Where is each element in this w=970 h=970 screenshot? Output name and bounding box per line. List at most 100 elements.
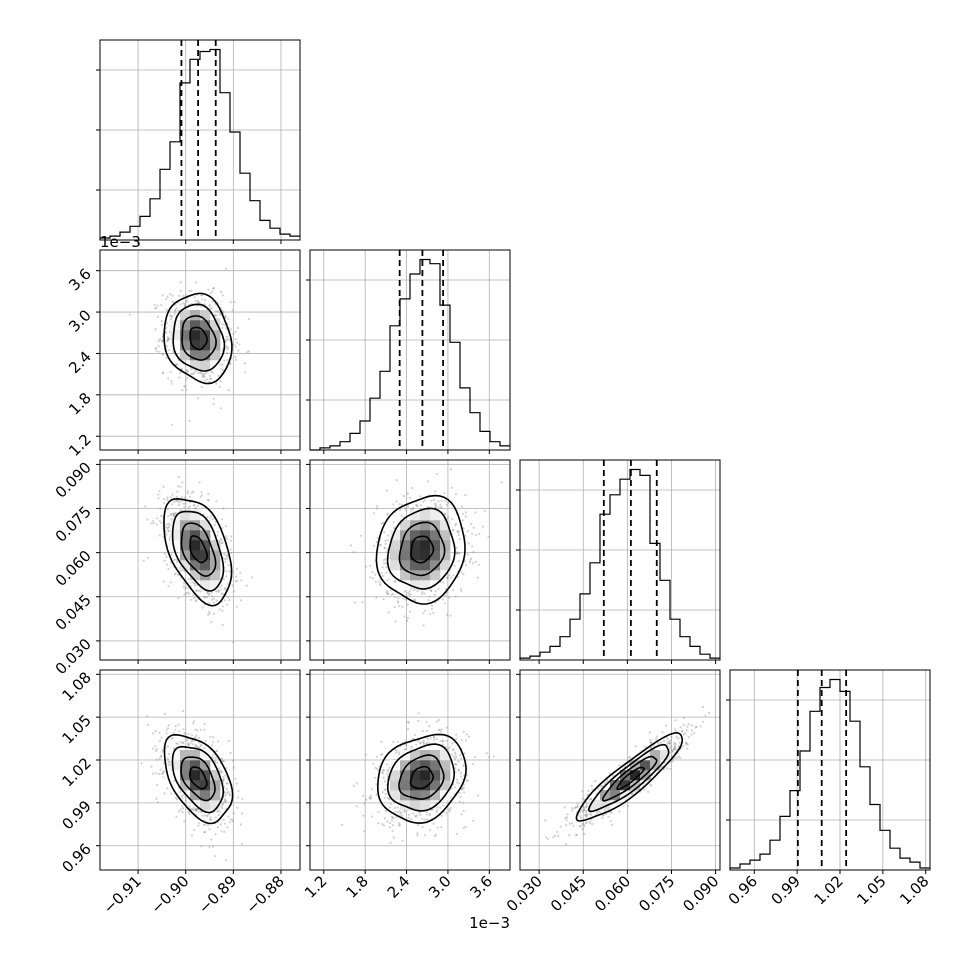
hist-p2-frame — [519, 459, 721, 661]
panel-p0-p3-bin — [190, 760, 201, 771]
panel-p1-p2-bin — [420, 560, 431, 571]
panel-p1-p2-bin — [410, 580, 421, 591]
panel-p1-p2-bin — [440, 560, 451, 571]
panel-p0-p1-contour — [163, 292, 233, 385]
panel-p1-p2-bin — [430, 540, 441, 551]
panel-p0-p3-bin — [190, 790, 201, 801]
hist-p3-frame — [729, 669, 931, 871]
panel-p0-p3-bin — [180, 760, 191, 771]
panel-p1-p2-contour — [375, 494, 466, 605]
panel-p1-p3-bin — [420, 800, 431, 811]
panel-p0-p2-contour — [171, 510, 225, 592]
panel-p1-p3-bin — [410, 750, 421, 761]
panel-p0-p2-bin — [210, 550, 221, 561]
panel-p0-p1-bin — [170, 340, 181, 351]
hist-p0-frame — [99, 39, 301, 241]
panel-p0-p1-bin — [190, 360, 201, 371]
panel-p1-p2-bin — [430, 570, 441, 581]
panel-p0-p2-bin — [200, 580, 211, 591]
grid-lines — [100, 40, 930, 870]
y-tick-label-p2: 0.030 — [52, 635, 95, 678]
panel-p0-p3-bin — [180, 750, 191, 761]
x-tick-label-p2: 0.060 — [591, 872, 634, 915]
panel-p1-p3-bin — [410, 780, 421, 791]
panel-p1-p3-bin — [420, 790, 431, 801]
panel-p0-p2-bin — [210, 570, 221, 581]
panel-p0-p3-bin — [200, 790, 211, 801]
panel-p0-p3-contour — [171, 745, 224, 814]
x-tick-label-p1: 3.6 — [467, 872, 497, 902]
panel-p1-p3-bin — [400, 780, 411, 791]
panel-p1-p3-bin — [420, 770, 431, 781]
panel-p0-p1-bin — [210, 320, 221, 331]
panel-p1-p3-bin — [390, 780, 401, 791]
panel-p2-p3-contour — [616, 766, 645, 791]
panel-p0-p2-bin — [180, 550, 191, 561]
panel-p1-p3-bin — [420, 780, 431, 791]
y-tick-label-p3: 1.05 — [58, 711, 94, 747]
panel-p0-p1-bin — [200, 350, 211, 361]
panel-p1-p2-bin — [390, 560, 401, 571]
panel-p1-p3-bin — [430, 770, 441, 781]
panel-p1-p2-bin — [440, 520, 451, 531]
contour-lines — [163, 292, 684, 825]
x-tick-label-p2: 0.090 — [679, 872, 722, 915]
y-tick-label-p3: 1.02 — [58, 754, 94, 790]
panel-p1-p2-bin — [420, 580, 431, 591]
panel-p1-p3-contour — [409, 765, 434, 790]
panel-p0-p2-bin — [170, 540, 181, 551]
panel-p1-p3-bin — [410, 760, 421, 771]
histograms — [99, 40, 930, 870]
panel-p1-p2-contour — [410, 535, 435, 564]
panel-p0-p2-bin — [190, 570, 201, 581]
panel-p1-p2-bin — [400, 550, 411, 561]
panel-p0-p1-bin — [190, 350, 201, 361]
panel-p0-p1-bin — [200, 320, 211, 331]
y-tick-label-p1: 2.4 — [65, 348, 95, 378]
panel-p1-p3-bin — [430, 760, 441, 771]
x-tick-label-p1: 1.2 — [301, 872, 331, 902]
panel-p1-p2-bin — [420, 520, 431, 531]
panel-p0-p3-frame — [99, 669, 301, 871]
x-tick-label-p0: −0.88 — [243, 872, 288, 917]
panel-p1-p3-contour — [376, 733, 467, 824]
panel-p0-p3-bin — [170, 760, 181, 771]
y-tick-label-p2: 0.045 — [52, 591, 95, 634]
y-tick-label-p1: 3.0 — [65, 306, 95, 336]
panel-p1-p3-bin — [430, 750, 441, 761]
panel-p0-p2-bin — [180, 510, 191, 521]
panel-p1-p3-bin — [390, 760, 401, 771]
panel-p0-p3-bin — [200, 780, 211, 791]
panel-p1-p2-bin — [390, 540, 401, 551]
panel-frames — [99, 39, 931, 871]
panel-p1-p2-bin — [440, 540, 451, 551]
x-scale-label-p1: 1e−3 — [469, 914, 510, 932]
panel-p0-p1-bin — [180, 310, 191, 321]
panel-p0-p1-bin — [180, 350, 191, 361]
panel-p0-p3-bin — [190, 770, 201, 781]
y-tick-label-p1: 3.6 — [65, 265, 95, 295]
panel-p2-p3-bin — [640, 760, 651, 771]
panel-p2-p3-bin — [610, 780, 621, 791]
x-tick-label-p3: 0.99 — [768, 872, 804, 908]
panel-p0-p3-bin — [200, 750, 211, 761]
panel-p1-p3-bin — [440, 760, 451, 771]
panel-p0-p2-bin — [210, 540, 221, 551]
panel-p0-p2-bin — [200, 560, 211, 571]
panel-p0-p3-bin — [170, 770, 181, 781]
panel-p0-p3-bin — [190, 750, 201, 761]
panel-p0-p3-bin — [180, 780, 191, 791]
panel-p0-p1-bin — [210, 350, 221, 361]
panel-p0-p1-bin — [200, 360, 211, 371]
panel-p1-p3-bin — [410, 800, 421, 811]
panel-p0-p3-contour — [163, 733, 234, 825]
panel-p0-p2-bin — [200, 520, 211, 531]
panel-p1-p3-bin — [400, 760, 411, 771]
panel-p1-p3-bin — [400, 800, 411, 811]
panel-p1-p2-bin — [430, 510, 441, 521]
panel-p2-p3-contour — [587, 743, 670, 813]
panel-p1-p2-bin — [400, 520, 411, 531]
hist-p1-step — [310, 258, 510, 451]
panel-p1-p2-bin — [440, 530, 451, 541]
